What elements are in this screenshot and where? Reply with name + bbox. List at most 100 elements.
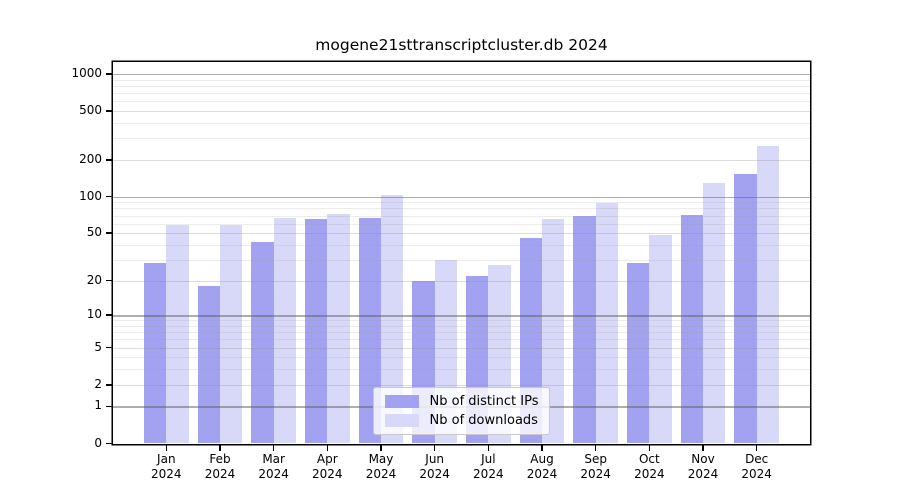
x-tick-label-nov: Nov 2024 [670,452,736,482]
bar-dec-downloads [756,145,779,444]
gridline-y-30 [113,259,810,261]
x-tick-year: 2024 [580,467,611,481]
x-tick-jan [165,445,168,451]
gridline-y-40 [113,244,810,246]
x-tick-label-feb: Feb 2024 [187,452,253,482]
gridline-y-90 [113,202,810,204]
bar-dec-distinct-ips [734,174,757,444]
x-tick-dec [755,445,758,451]
gridline-y-2 [113,384,810,386]
x-tick-year: 2024 [258,467,289,481]
x-tick-year: 2024 [634,467,665,481]
x-tick-month: Nov [691,452,715,466]
x-tick-may [380,445,382,451]
gridline-y-800 [113,85,810,87]
bar-apr-downloads [327,214,350,444]
gridline-y-400 [113,122,810,124]
chart-title: mogene21sttranscriptcluster.db 2024 [315,36,608,54]
legend-swatch-downloads [384,413,419,427]
bar-apr-distinct-ips [305,218,328,444]
gridline-y-100 [113,196,810,198]
gridline-y-600 [113,101,810,103]
x-tick-month: Mar [262,452,285,466]
x-tick-year: 2024 [473,467,504,481]
x-tick-aug [541,445,543,451]
gridline-y-60 [113,223,810,225]
legend-item-downloads: Nb of downloads [384,412,539,428]
x-tick-month: Apr [316,452,338,466]
gridline-y-5 [113,347,810,349]
x-tick-label-sep: Sep 2024 [563,452,629,482]
gridline-y-4 [113,357,810,359]
y-tick-10 [106,314,113,317]
gridline-y-9 [113,320,810,322]
legend-item-distinct-ips: Nb of distinct IPs [384,393,539,409]
gridline-y-500 [113,111,810,113]
x-tick-year: 2024 [741,467,772,481]
gridline-y-70 [113,215,810,217]
bar-mar-downloads [273,217,296,444]
gridline-y-80 [113,208,810,210]
x-tick-year: 2024 [365,467,397,481]
gridline-y-900 [113,79,810,81]
bar-feb-distinct-ips [197,286,220,444]
x-tick-label-jul: Jul 2024 [455,452,521,482]
x-tick-label-aug: Aug 2024 [509,452,575,482]
gridline-y-3 [113,369,810,371]
bar-jan-distinct-ips [144,263,167,444]
y-tick-200 [106,159,113,161]
y-tick-0 [106,442,113,445]
bar-oct-distinct-ips [627,263,650,444]
y-tick-label-100: 100 [79,188,102,203]
bar-mar-distinct-ips [251,242,274,444]
x-tick-label-jun: Jun 2024 [402,452,468,482]
y-tick-label-1000: 1000 [71,66,102,80]
gridline-y-1000 [113,74,810,76]
x-tick-label-mar: Mar 2024 [241,452,307,482]
gridline-y-20 [113,280,810,282]
x-tick-label-apr: Apr 2024 [294,452,360,482]
bar-may-downloads [380,194,404,444]
bar-jan-downloads [166,225,189,444]
x-tick-month: Jul [481,452,496,466]
bar-nov-distinct-ips [680,214,704,444]
x-tick-jun [433,445,436,451]
x-tick-jul [487,445,490,451]
y-tick-500 [106,110,113,112]
gridline-y-50 [113,233,810,235]
y-tick-label-10: 10 [86,307,102,322]
gridline-y-6 [113,339,810,341]
x-tick-nov [702,445,704,451]
y-tick-label-200: 200 [79,151,102,166]
y-tick-label-50: 50 [86,225,102,240]
x-tick-month: Sep [584,452,607,466]
legend-label-distinct-ips: Nb of distinct IPs [429,393,539,409]
y-tick-100 [106,195,113,198]
x-tick-month: Jan [157,452,176,466]
gridline-y-10 [113,315,810,317]
y-tick-20 [106,279,113,282]
gridline-y-300 [113,138,810,140]
y-tick-1 [106,405,113,408]
bar-feb-downloads [219,224,243,444]
x-tick-oct [648,445,651,451]
plot-area: Nb of distinct IPs Nb of downloads [113,62,810,444]
x-tick-label-may: May 2024 [348,452,414,482]
x-tick-label-dec: Dec 2024 [724,452,790,482]
x-tick-mar [272,445,275,451]
legend-label-downloads: Nb of downloads [429,412,538,428]
y-tick-label-20: 20 [86,272,102,287]
x-tick-apr [326,445,329,451]
x-tick-month: Feb [209,452,231,466]
gridline-y-8 [113,325,810,327]
x-tick-month: Aug [530,452,554,466]
x-tick-feb [219,445,221,451]
x-tick-month: Jun [425,452,445,466]
x-tick-year: 2024 [687,467,719,481]
y-tick-label-2: 2 [94,376,102,391]
x-tick-label-jan: Jan 2024 [133,452,199,482]
x-tick-year: 2024 [204,467,236,481]
x-tick-month: Dec [745,452,769,466]
x-tick-year: 2024 [526,467,558,481]
